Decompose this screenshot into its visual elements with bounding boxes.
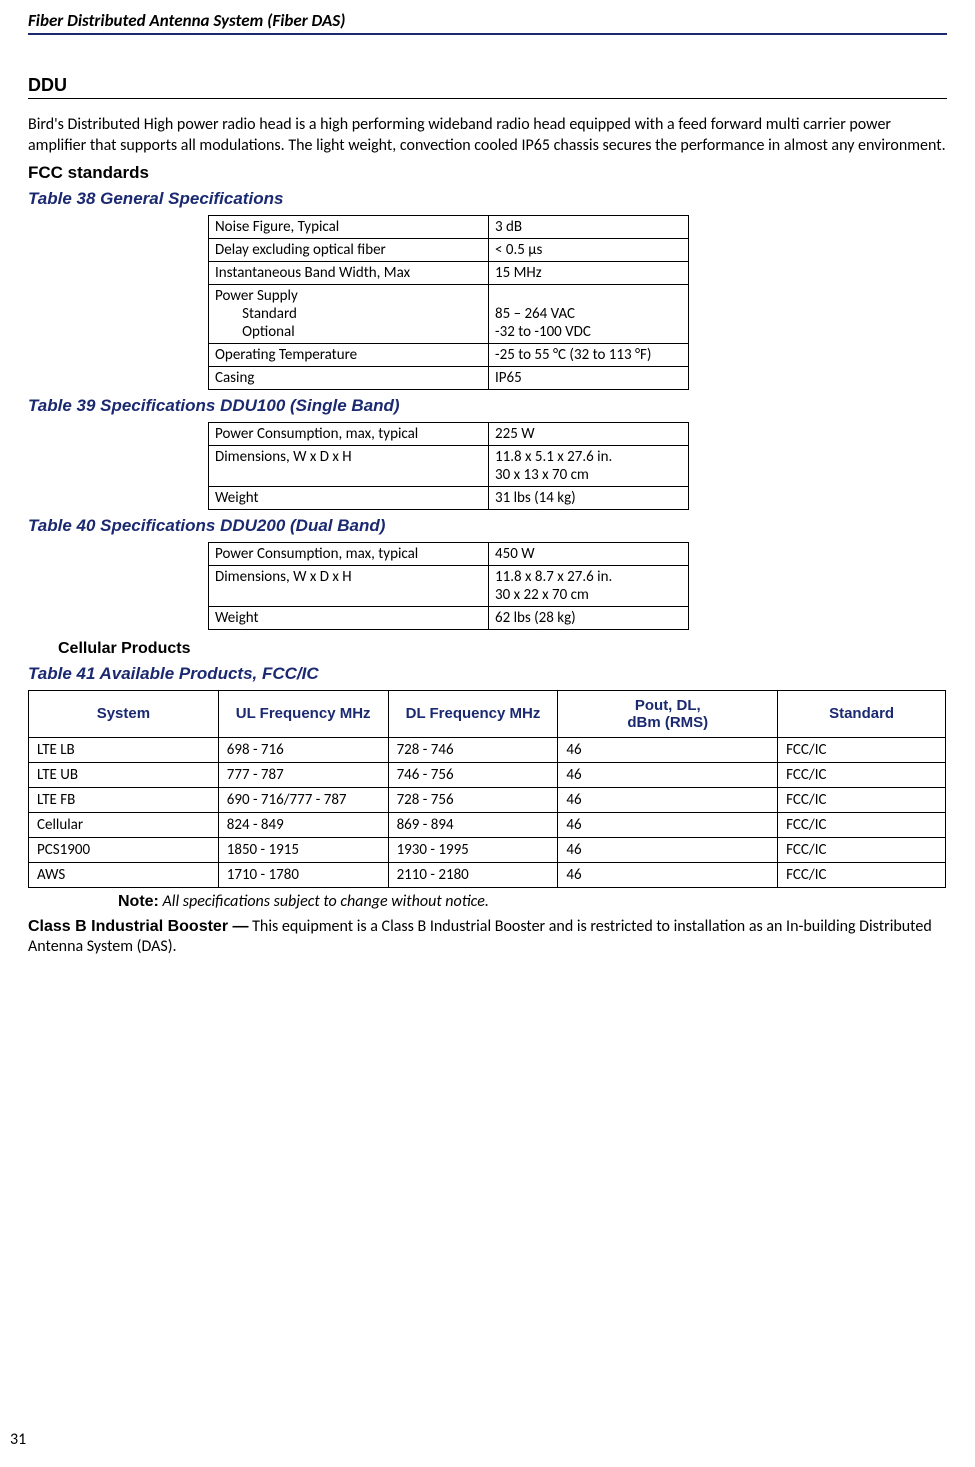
cell: LTE LB xyxy=(29,737,219,762)
cell: 2110 - 2180 xyxy=(388,862,558,887)
table-38-caption: Table 38 General Specifications xyxy=(28,189,947,209)
table-header-row: System UL Frequency MHz DL Frequency MHz… xyxy=(29,690,946,737)
table-row: Noise Figure, Typical3 dB xyxy=(209,215,689,238)
table-41-caption: Table 41 Available Products, FCC/IC xyxy=(28,664,947,684)
cell: AWS xyxy=(29,862,219,887)
cell: 1710 - 1780 xyxy=(218,862,388,887)
cell: FCC/IC xyxy=(778,837,946,862)
cell: FCC/IC xyxy=(778,737,946,762)
spec-label: Delay excluding optical fiber xyxy=(209,238,489,261)
spec-label: Power Consumption, max, typical xyxy=(209,422,489,445)
cell: LTE UB xyxy=(29,762,219,787)
cell: LTE FB xyxy=(29,787,219,812)
spec-value: 85 – 264 VAC -32 to -100 VDC xyxy=(489,284,689,343)
table-row: Power Consumption, max, typical450 W xyxy=(209,542,689,565)
spec-value: 3 dB xyxy=(489,215,689,238)
spec-value: 31 lbs (14 kg) xyxy=(489,486,689,509)
cell: FCC/IC xyxy=(778,787,946,812)
table-row: LTE FB690 - 716/777 - 787728 - 75646FCC/… xyxy=(29,787,946,812)
col-header: Standard xyxy=(778,690,946,737)
cell: Cellular xyxy=(29,812,219,837)
cell: 46 xyxy=(558,787,778,812)
spec-value: 450 W xyxy=(489,542,689,565)
cell: 46 xyxy=(558,812,778,837)
cell: PCS1900 xyxy=(29,837,219,862)
table-row: Weight31 lbs (14 kg) xyxy=(209,486,689,509)
table-row: LTE UB777 - 787746 - 75646FCC/IC xyxy=(29,762,946,787)
table-39: Power Consumption, max, typical225 W Dim… xyxy=(208,422,689,510)
cell: 728 - 756 xyxy=(388,787,558,812)
cell: 1850 - 1915 xyxy=(218,837,388,862)
cell: 746 - 756 xyxy=(388,762,558,787)
table-39-caption: Table 39 Specifications DDU100 (Single B… xyxy=(28,396,947,416)
table-row: Dimensions, W x D x H11.8 x 8.7 x 27.6 i… xyxy=(209,565,689,606)
table-row: Power Supply Standard Optional 85 – 264 … xyxy=(209,284,689,343)
col-header: DL Frequency MHz xyxy=(388,690,558,737)
cell: 824 - 849 xyxy=(218,812,388,837)
col-header: Pout, DL, dBm (RMS) xyxy=(558,690,778,737)
cell: 46 xyxy=(558,737,778,762)
intro-paragraph: Bird's Distributed High power radio head… xyxy=(28,115,947,157)
cellular-products-heading: Cellular Products xyxy=(58,640,947,658)
spec-value: 225 W xyxy=(489,422,689,445)
section-title: DDU xyxy=(28,75,947,99)
note-text: All specifications subject to change wit… xyxy=(163,892,489,911)
spec-label: Power Consumption, max, typical xyxy=(209,542,489,565)
spec-label: Dimensions, W x D x H xyxy=(209,445,489,486)
cell: FCC/IC xyxy=(778,862,946,887)
table-row: LTE LB698 - 716728 - 74646FCC/IC xyxy=(29,737,946,762)
spec-value: IP65 xyxy=(489,366,689,389)
spec-value: -25 to 55 °C (32 to 113 °F) xyxy=(489,343,689,366)
table-row: Instantaneous Band Width, Max15 MHz xyxy=(209,261,689,284)
spec-value: 15 MHz xyxy=(489,261,689,284)
page-number: 31 xyxy=(10,1430,26,1449)
spec-value: 11.8 x 8.7 x 27.6 in. 30 x 22 x 70 cm xyxy=(489,565,689,606)
cell: 690 - 716/777 - 787 xyxy=(218,787,388,812)
running-header: Fiber Distributed Antenna System (Fiber … xyxy=(28,10,947,35)
class-b-paragraph: Class B Industrial Booster — This equipm… xyxy=(28,917,947,957)
cell: 46 xyxy=(558,837,778,862)
col-header: UL Frequency MHz xyxy=(218,690,388,737)
table-row: CasingIP65 xyxy=(209,366,689,389)
cell: 728 - 746 xyxy=(388,737,558,762)
spec-label: Operating Temperature xyxy=(209,343,489,366)
table-40: Power Consumption, max, typical450 W Dim… xyxy=(208,542,689,630)
table-row: Dimensions, W x D x H11.8 x 5.1 x 27.6 i… xyxy=(209,445,689,486)
table-38: Noise Figure, Typical3 dB Delay excludin… xyxy=(208,215,689,390)
cell: 777 - 787 xyxy=(218,762,388,787)
table-40-caption: Table 40 Specifications DDU200 (Dual Ban… xyxy=(28,516,947,536)
spec-label: Casing xyxy=(209,366,489,389)
cell: 46 xyxy=(558,762,778,787)
note-line: Note: All specifications subject to chan… xyxy=(118,892,947,911)
spec-label: Dimensions, W x D x H xyxy=(209,565,489,606)
cell: FCC/IC xyxy=(778,762,946,787)
table-row: Delay excluding optical fiber< 0.5 µs xyxy=(209,238,689,261)
col-header: System xyxy=(29,690,219,737)
standards-heading: FCC standards xyxy=(28,163,947,183)
spec-value: 62 lbs (28 kg) xyxy=(489,606,689,629)
table-41: System UL Frequency MHz DL Frequency MHz… xyxy=(28,690,946,888)
table-row: Cellular824 - 849869 - 89446FCC/IC xyxy=(29,812,946,837)
table-row: Weight62 lbs (28 kg) xyxy=(209,606,689,629)
cell: 46 xyxy=(558,862,778,887)
cell: 869 - 894 xyxy=(388,812,558,837)
table-row: Operating Temperature-25 to 55 °C (32 to… xyxy=(209,343,689,366)
cell: FCC/IC xyxy=(778,812,946,837)
spec-value: 11.8 x 5.1 x 27.6 in. 30 x 13 x 70 cm xyxy=(489,445,689,486)
note-label: Note: xyxy=(118,893,159,910)
spec-label: Instantaneous Band Width, Max xyxy=(209,261,489,284)
spec-label: Weight xyxy=(209,486,489,509)
table-row: Power Consumption, max, typical225 W xyxy=(209,422,689,445)
spec-value: < 0.5 µs xyxy=(489,238,689,261)
spec-label: Noise Figure, Typical xyxy=(209,215,489,238)
spec-label: Weight xyxy=(209,606,489,629)
class-b-label: Class B Industrial Booster — xyxy=(28,918,249,935)
table-row: AWS1710 - 17802110 - 218046FCC/IC xyxy=(29,862,946,887)
spec-label: Power Supply Standard Optional xyxy=(209,284,489,343)
cell: 1930 - 1995 xyxy=(388,837,558,862)
table-row: PCS19001850 - 19151930 - 199546FCC/IC xyxy=(29,837,946,862)
cell: 698 - 716 xyxy=(218,737,388,762)
